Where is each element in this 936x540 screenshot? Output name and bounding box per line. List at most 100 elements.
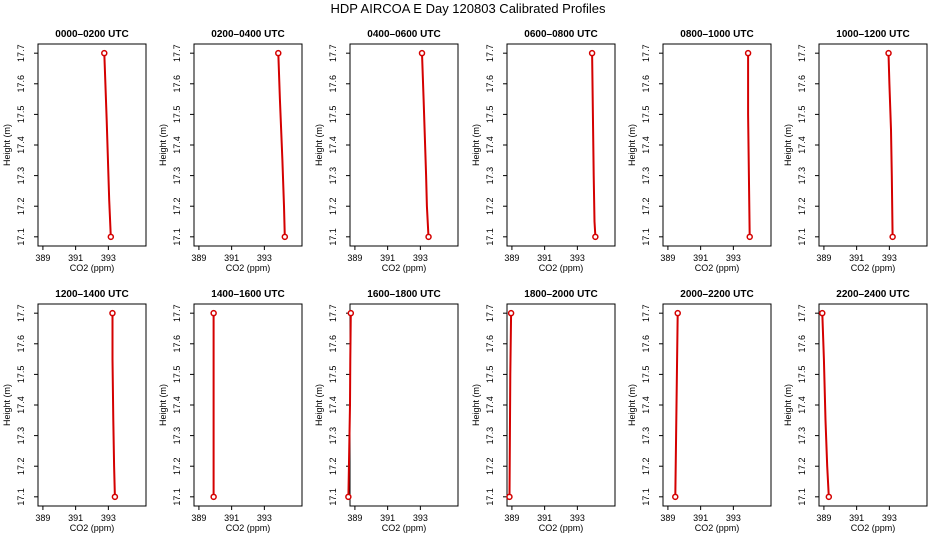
panel-title: 1000–1200 UTC [836, 29, 909, 40]
y-axis-label: Height (m) [2, 384, 12, 426]
x-tick-label: 389 [816, 253, 831, 263]
x-axis-label: CO2 (ppm) [695, 523, 740, 533]
y-tick-label: 17.2 [485, 197, 495, 215]
x-tick-label: 389 [191, 513, 206, 523]
x-tick-label: 391 [380, 513, 395, 523]
profile-point [889, 233, 896, 241]
profile-point [281, 233, 289, 241]
y-tick-label: 17.2 [641, 197, 651, 215]
x-axis-label: CO2 (ppm) [226, 263, 271, 273]
y-tick-label: 17.5 [16, 106, 26, 124]
x-axis-label: CO2 (ppm) [539, 263, 584, 273]
y-tick-label: 17.7 [641, 304, 651, 322]
profile-point [210, 309, 217, 317]
y-tick-label: 17.1 [172, 228, 182, 246]
y-tick-label: 17.4 [485, 396, 495, 414]
x-tick-label: 393 [413, 253, 428, 263]
y-tick-label: 17.1 [641, 228, 651, 246]
y-axis-label: Height (m) [471, 384, 481, 426]
x-tick-label: 393 [257, 513, 272, 523]
plot-frame [349, 43, 459, 247]
profile-point [819, 309, 826, 317]
panel-title: 0200–0400 UTC [211, 29, 284, 40]
x-tick-label: 391 [537, 253, 552, 263]
y-tick-label: 17.3 [172, 427, 182, 445]
y-tick-label: 17.1 [328, 228, 338, 246]
x-tick-label: 389 [191, 253, 206, 263]
plot-frame [506, 43, 616, 247]
y-tick-label: 17.5 [641, 366, 651, 384]
profile-line [591, 53, 597, 237]
y-tick-label: 17.7 [16, 304, 26, 322]
profile-line [674, 313, 679, 497]
plot-frame [662, 303, 772, 507]
x-tick-label: 389 [35, 253, 50, 263]
y-axis-label: Height (m) [158, 124, 168, 166]
x-tick-label: 389 [504, 253, 519, 263]
profile-point [744, 49, 752, 57]
y-tick-label: 17.7 [641, 44, 651, 62]
x-tick-label: 389 [504, 513, 519, 523]
x-axis-label: CO2 (ppm) [382, 523, 427, 533]
profile-point [107, 233, 115, 241]
x-tick-label: 391 [68, 513, 83, 523]
profile-line [821, 313, 830, 497]
x-tick-label: 391 [380, 253, 395, 263]
y-tick-label: 17.4 [328, 396, 338, 414]
panel-title: 0600–0800 UTC [524, 29, 597, 40]
plot-frame [349, 303, 459, 507]
profile-point [111, 493, 119, 501]
y-tick-label: 17.2 [172, 457, 182, 475]
panel-title: 1800–2000 UTC [524, 289, 597, 300]
y-tick-label: 17.4 [797, 396, 807, 414]
y-axis-label: Height (m) [783, 124, 793, 166]
y-tick-label: 17.7 [485, 44, 495, 62]
y-tick-label: 17.3 [16, 167, 26, 185]
y-axis-label: Height (m) [783, 384, 793, 426]
profile-line [747, 53, 751, 237]
x-tick-label: 391 [849, 513, 864, 523]
x-tick-label: 389 [347, 253, 362, 263]
x-tick-label: 393 [101, 513, 116, 523]
y-tick-label: 17.1 [797, 228, 807, 246]
panel-title: 0800–1000 UTC [680, 29, 753, 40]
x-tick-label: 393 [101, 253, 116, 263]
x-tick-label: 389 [347, 513, 362, 523]
y-tick-label: 17.5 [641, 106, 651, 124]
panel-title: 0400–0600 UTC [367, 29, 440, 40]
y-tick-label: 17.2 [16, 457, 26, 475]
profile-line [508, 313, 513, 497]
y-tick-label: 17.2 [328, 197, 338, 215]
x-axis-label: CO2 (ppm) [695, 263, 740, 273]
y-tick-label: 17.1 [328, 488, 338, 506]
y-tick-label: 17.7 [172, 304, 182, 322]
y-tick-label: 17.5 [328, 106, 338, 124]
profile-line [103, 53, 112, 237]
x-axis-label: CO2 (ppm) [70, 523, 115, 533]
y-tick-label: 17.1 [485, 488, 495, 506]
x-tick-label: 393 [570, 253, 585, 263]
y-tick-label: 17.6 [16, 75, 26, 93]
y-tick-label: 17.4 [641, 396, 651, 414]
y-tick-label: 17.3 [172, 167, 182, 185]
y-tick-label: 17.3 [16, 427, 26, 445]
x-tick-label: 391 [68, 253, 83, 263]
profile-point [101, 49, 108, 57]
y-axis-label: Height (m) [158, 384, 168, 426]
profile-point [746, 233, 753, 241]
x-axis-label: CO2 (ppm) [851, 523, 896, 533]
y-tick-label: 17.3 [641, 427, 651, 445]
profile-line [347, 313, 352, 497]
x-axis-label: CO2 (ppm) [539, 523, 584, 533]
y-tick-label: 17.7 [172, 44, 182, 62]
plot-frame [193, 303, 303, 507]
y-tick-label: 17.4 [797, 136, 807, 154]
y-tick-label: 17.3 [328, 427, 338, 445]
